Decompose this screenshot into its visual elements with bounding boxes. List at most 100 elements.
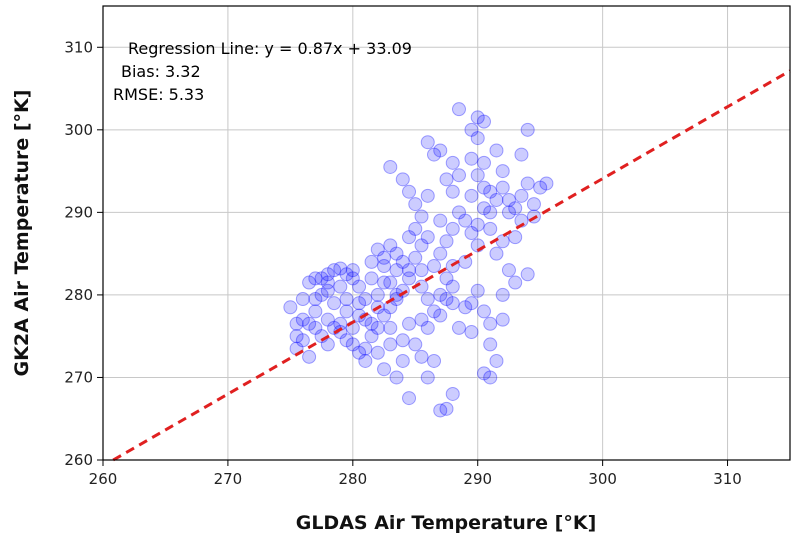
data-point: [464, 122, 479, 137]
annotation-regression: Regression Line: y = 0.87x + 33.09: [128, 39, 412, 58]
data-point: [414, 312, 429, 327]
data-point: [389, 246, 404, 261]
data-point: [420, 320, 435, 335]
data-point: [476, 201, 491, 216]
data-point: [302, 349, 317, 364]
data-point: [383, 320, 398, 335]
data-point: [533, 180, 548, 195]
data-point: [483, 337, 498, 352]
data-point: [439, 292, 454, 307]
data-point: [339, 267, 354, 282]
data-point: [495, 180, 510, 195]
data-point: [389, 263, 404, 278]
data-point: [395, 333, 410, 348]
data-point: [377, 275, 392, 290]
data-point: [370, 345, 385, 360]
data-point: [476, 366, 491, 381]
data-point: [339, 292, 354, 307]
data-point: [420, 230, 435, 245]
data-point: [289, 316, 304, 331]
data-point: [427, 304, 442, 319]
data-point: [408, 221, 423, 236]
data-point: [520, 267, 535, 282]
data-point: [364, 329, 379, 344]
data-point: [370, 287, 385, 302]
data-point: [464, 226, 479, 240]
x-tick-label: 280: [338, 470, 367, 488]
y-tick-label: 260: [64, 451, 93, 469]
data-point: [470, 283, 485, 298]
data-point: [402, 184, 417, 199]
data-point: [402, 316, 417, 331]
data-point: [320, 283, 335, 298]
data-point: [364, 316, 379, 331]
data-point: [483, 205, 498, 220]
data-point: [402, 391, 417, 406]
data-point: [377, 362, 392, 377]
data-point: [445, 279, 460, 294]
data-point: [514, 147, 529, 162]
data-point: [470, 168, 485, 183]
data-point: [445, 221, 460, 236]
data-point: [295, 333, 310, 348]
data-point: [352, 296, 367, 311]
data-point: [377, 250, 392, 265]
data-point: [402, 230, 417, 245]
scatter-points: [283, 102, 554, 418]
data-point: [370, 320, 385, 335]
data-point: [476, 114, 491, 129]
data-point: [433, 246, 448, 261]
data-point: [333, 279, 348, 294]
data-point: [308, 271, 323, 286]
data-point: [320, 275, 335, 290]
data-point: [283, 300, 298, 315]
data-point: [364, 271, 379, 286]
data-point: [302, 275, 317, 290]
x-tick-label: 290: [463, 470, 492, 488]
x-tick-label: 310: [713, 470, 742, 488]
data-point: [395, 172, 410, 187]
data-point: [339, 304, 354, 319]
data-point: [358, 292, 373, 307]
data-point: [414, 349, 429, 364]
data-point: [408, 197, 423, 212]
data-point: [395, 353, 410, 368]
y-tick-label: 310: [64, 38, 93, 56]
data-point: [345, 263, 360, 278]
data-point: [358, 341, 373, 356]
data-point: [476, 155, 491, 170]
data-point: [501, 192, 516, 207]
axis-ticks: 260 270 280 290 300 310 260 270 280 290 300 310: [64, 38, 742, 488]
data-point: [383, 238, 398, 253]
y-axis-title: GK2A Air Temperature [°K]: [11, 90, 33, 377]
y-tick-label: 300: [64, 121, 93, 139]
data-point: [377, 259, 392, 274]
data-point: [320, 312, 335, 327]
data-point: [483, 221, 498, 236]
data-point: [358, 353, 373, 368]
data-point: [458, 213, 473, 228]
data-point: [445, 386, 460, 401]
data-point: [464, 188, 479, 203]
plot-frame: [102, 5, 791, 461]
data-point: [495, 312, 510, 327]
data-point: [364, 254, 379, 269]
data-point: [308, 304, 323, 319]
data-point: [295, 292, 310, 307]
data-point: [389, 370, 404, 385]
data-point: [445, 155, 460, 170]
data-point: [489, 192, 504, 207]
data-point: [470, 110, 485, 125]
data-point: [483, 316, 498, 331]
regression-line-group: [112, 69, 791, 462]
data-point: [289, 329, 304, 344]
data-point: [433, 143, 448, 158]
data-point: [402, 263, 417, 278]
data-point: [508, 230, 523, 245]
y-tick-label: 290: [64, 203, 93, 221]
data-point: [501, 205, 516, 220]
data-point: [476, 180, 491, 195]
data-point: [439, 234, 454, 249]
data-point: [508, 275, 523, 290]
